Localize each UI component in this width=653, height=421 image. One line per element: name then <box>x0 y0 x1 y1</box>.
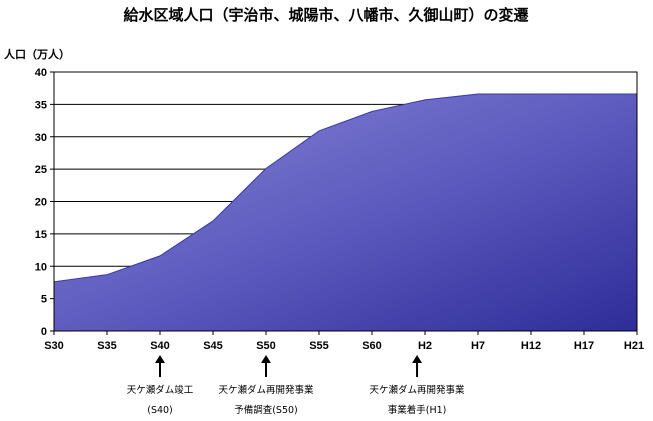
annotation-text: 天ケ瀬ダム再開発事業 <box>218 384 314 396</box>
x-tick-label: S50 <box>256 340 276 352</box>
x-axis: S30 S35 S40 S45 S50 S55 S60 H2 H7 H12 H17 H21 <box>44 331 644 352</box>
annotation-text: 事業着手(H1) <box>388 404 447 416</box>
population-area <box>53 93 638 332</box>
y-axis-label: 人口（万人） <box>4 47 70 61</box>
y-tick-label: 0 <box>41 326 47 338</box>
x-tick-label: S45 <box>203 340 223 352</box>
y-tick-label: 15 <box>35 229 47 241</box>
x-tick-label: H17 <box>574 340 594 352</box>
x-tick-label: S55 <box>309 340 329 352</box>
annotation-arrow-head <box>412 355 423 363</box>
y-tick-label: 10 <box>35 261 47 273</box>
x-tick-label: S35 <box>97 340 117 352</box>
x-tick-label: S30 <box>44 340 64 352</box>
y-axis: 0 5 10 15 20 25 30 35 40 <box>35 67 54 338</box>
y-tick-label: 5 <box>41 294 47 306</box>
x-tick-label: H7 <box>471 340 485 352</box>
annotations: 天ケ瀬ダム竣工(S40)天ケ瀬ダム再開発事業予備調査(S50)天ケ瀬ダム再開発事… <box>127 355 465 416</box>
x-tick-label: S60 <box>362 340 382 352</box>
y-tick-label: 25 <box>35 164 47 176</box>
x-tick-label: H2 <box>418 340 432 352</box>
annotation-arrow-head <box>261 355 271 363</box>
annotation-text: 予備調査(S50) <box>234 404 298 416</box>
chart-title: 給水区域人口（宇治市、城陽市、八幡市、久御山町）の変遷 <box>123 6 528 24</box>
y-tick-label: 20 <box>35 197 47 209</box>
annotation-text: 天ケ瀬ダム竣工 <box>127 384 194 396</box>
y-tick-label: 35 <box>35 99 47 111</box>
annotation-text: 天ケ瀬ダム再開発事業 <box>370 384 466 396</box>
x-tick-label: H12 <box>521 340 541 352</box>
y-tick-label: 30 <box>35 132 47 144</box>
x-tick-label: S40 <box>150 340 170 352</box>
annotation-arrow-head <box>155 355 165 363</box>
x-tick-label: H21 <box>624 340 644 352</box>
y-tick-label: 40 <box>35 67 47 79</box>
annotation-text: (S40) <box>147 405 173 416</box>
